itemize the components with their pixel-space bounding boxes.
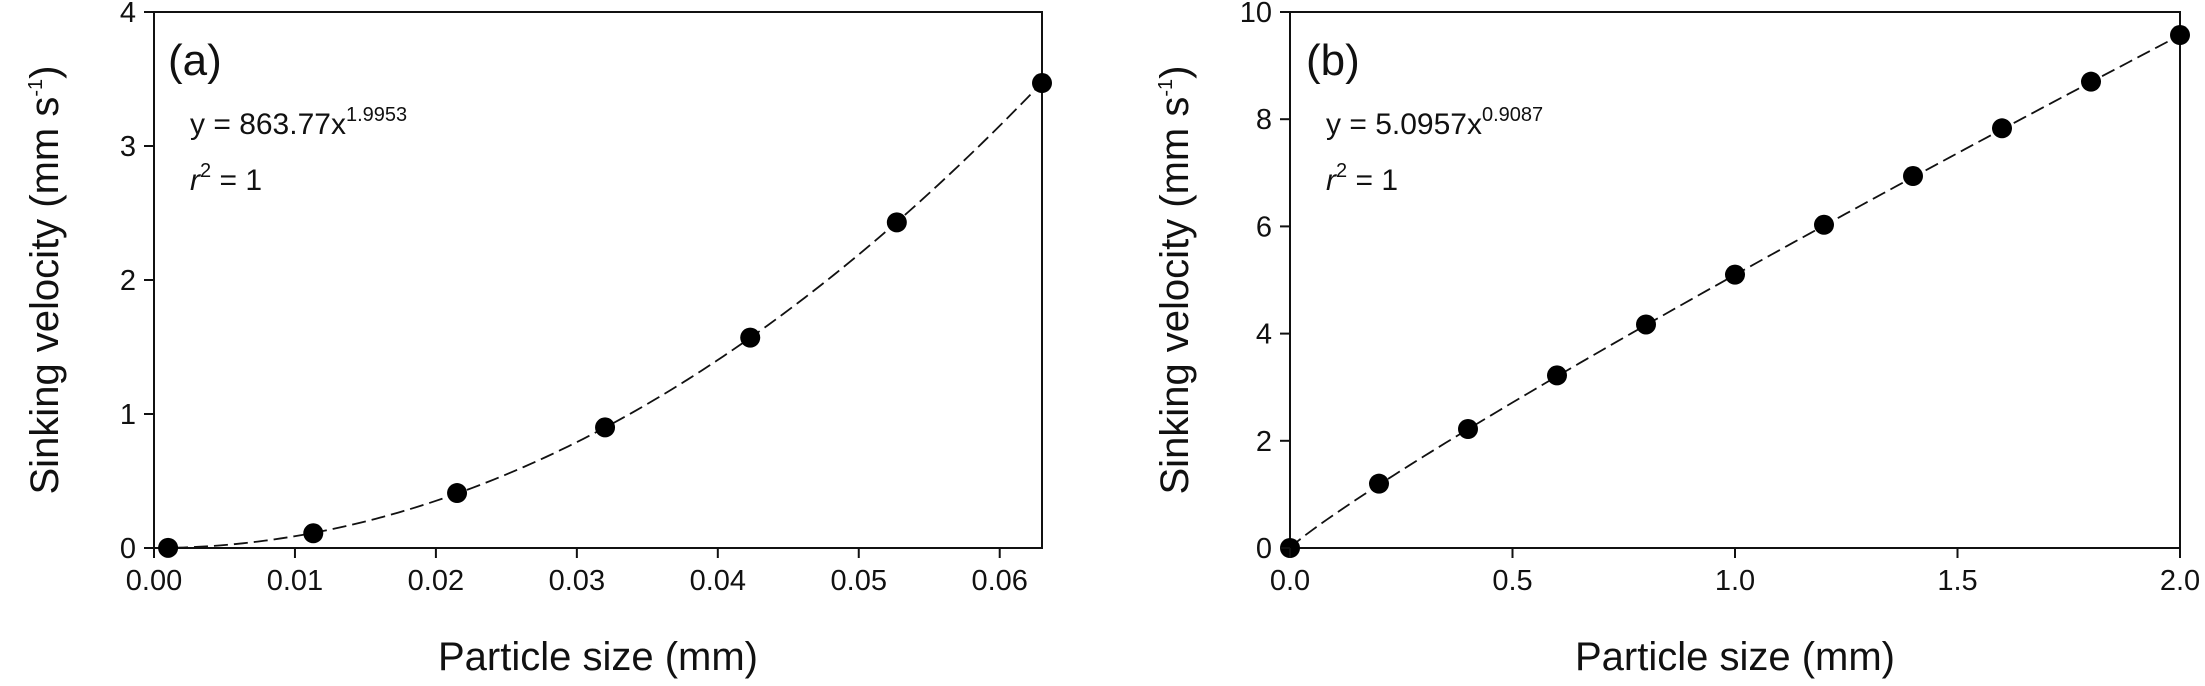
y-tick-label-b: 6 — [1256, 211, 1272, 243]
y-tick-label-a: 4 — [120, 0, 136, 29]
x-tick-label-b: 2.0 — [2160, 565, 2200, 597]
panel-label-b: (b) — [1306, 36, 1360, 85]
data-point-b — [1992, 118, 2012, 139]
panel-a: 0.00 0.01 0.02 0.03 0.04 0.05 0.06 0 1 2 3 4 (a) y… — [23, 0, 1052, 679]
y-tick-label-b: 10 — [1240, 0, 1272, 29]
x-tick-label-a: 0.00 — [126, 565, 182, 597]
y-tick-label-b: 2 — [1256, 426, 1272, 458]
y-tick-label-a: 1 — [120, 399, 136, 431]
y-axis-title-b-main: Sinking velocity (mm s — [1153, 97, 1197, 495]
panel-label-a: (a) — [168, 36, 222, 85]
data-point-b — [1814, 214, 1834, 235]
data-point-b — [1547, 365, 1567, 386]
equation-a: y = 863.77x1.9953 — [190, 104, 407, 141]
x-tick-label-a: 0.06 — [971, 565, 1027, 597]
data-point-b — [1725, 264, 1745, 285]
y-axis-title-a: Sinking velocity (mm s-1) — [23, 66, 67, 495]
data-point-b — [1458, 419, 1478, 440]
data-point-a — [303, 523, 324, 544]
data-point-a — [1032, 73, 1052, 94]
x-tick-label-a: 0.05 — [831, 565, 887, 597]
fit-curve-a — [153, 81, 1043, 549]
data-point-b — [2170, 25, 2190, 46]
equation-a-base: y = 863.77x — [190, 108, 346, 141]
x-tick-label-b: 1.5 — [1937, 565, 1977, 597]
r-squared-b: r2 = 1 — [1326, 160, 1398, 197]
y-axis-title-b-sup: -1 — [1155, 79, 1177, 97]
y-tick-label-b: 8 — [1256, 104, 1272, 136]
x-tick-label-b: 0.5 — [1492, 565, 1532, 597]
r-squared-b-var: r — [1326, 164, 1337, 197]
equation-a-exponent: 1.9953 — [346, 104, 407, 126]
data-point-a — [447, 483, 468, 504]
x-axis-title-b: Particle size (mm) — [1575, 635, 1895, 679]
y-axis-title-a-sup: -1 — [25, 79, 47, 97]
equation-b: y = 5.0957x0.9087 — [1326, 104, 1543, 141]
x-tick-label-a: 0.03 — [549, 565, 605, 597]
data-point-b — [1636, 314, 1656, 335]
y-axis-title-b: Sinking velocity (mm s-1) — [1153, 66, 1197, 495]
data-point-b — [1903, 166, 1923, 187]
plot-frame-a — [153, 11, 1043, 549]
y-axis-title-b-end: ) — [1153, 66, 1197, 79]
y-tick-label-a: 0 — [120, 533, 136, 565]
data-point-b — [1369, 473, 1389, 494]
r-squared-a: r2 = 1 — [190, 160, 262, 197]
y-tick-label-b: 0 — [1256, 533, 1272, 565]
x-tick-label-a: 0.02 — [408, 565, 464, 597]
x-tick-label-b: 1.0 — [1715, 565, 1755, 597]
r-squared-a-var: r — [190, 164, 201, 197]
panel-b: 0.0 0.5 1.0 1.5 2.0 0 2 4 6 8 10 (b) y = 5.0957x0… — [1153, 0, 2200, 679]
equation-b-exponent: 0.9087 — [1482, 104, 1543, 126]
x-tick-label-b: 0.0 — [1270, 565, 1310, 597]
x-axis-title-a: Particle size (mm) — [438, 635, 758, 679]
x-tick-label-a: 0.04 — [690, 565, 746, 597]
y-tick-label-b: 4 — [1256, 319, 1272, 351]
r-squared-a-value: = 1 — [211, 164, 262, 197]
y-tick-label-a: 2 — [120, 265, 136, 297]
data-point-a — [158, 537, 179, 558]
data-point-a — [595, 417, 616, 438]
data-point-a — [886, 212, 907, 233]
y-axis-title-a-end: ) — [23, 66, 67, 79]
equation-b-base: y = 5.0957x — [1326, 108, 1482, 141]
x-tick-label-a: 0.01 — [267, 565, 323, 597]
r-squared-b-value: = 1 — [1347, 164, 1398, 197]
r-squared-b-exp: 2 — [1336, 160, 1347, 182]
y-axis-title-a-main: Sinking velocity (mm s — [23, 97, 67, 495]
data-point-b — [2081, 71, 2101, 92]
data-point-a — [740, 327, 761, 348]
y-tick-label-a: 3 — [120, 131, 136, 163]
r-squared-a-exp: 2 — [200, 160, 211, 182]
